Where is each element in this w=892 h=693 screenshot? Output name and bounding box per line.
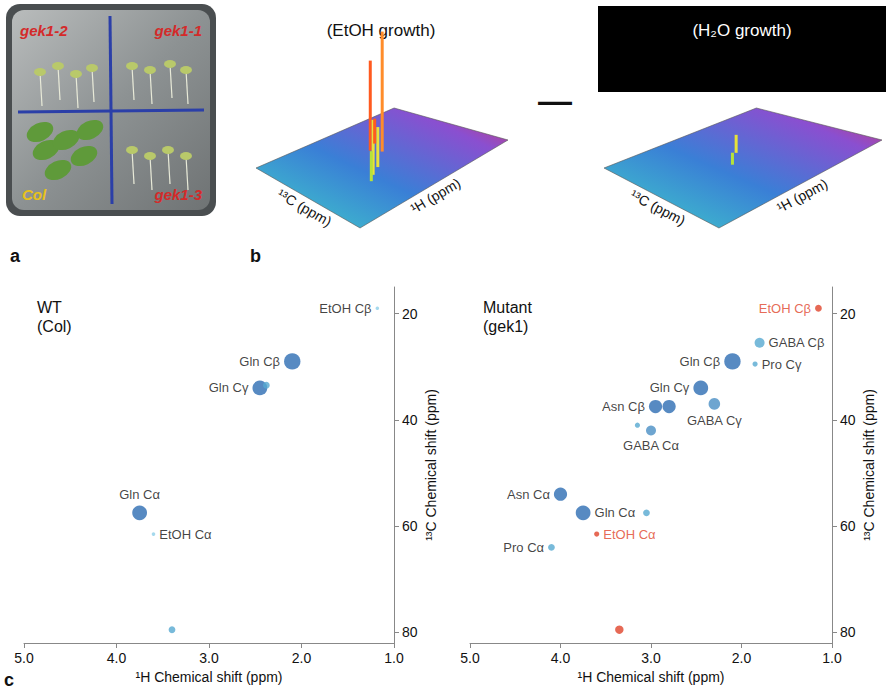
svg-text:gek1-2: gek1-2 [19, 22, 68, 39]
svg-text:3.0: 3.0 [641, 650, 661, 666]
svg-text:¹H (ppm): ¹H (ppm) [408, 175, 464, 217]
svg-text:2.0: 2.0 [732, 650, 752, 666]
svg-text:1.0: 1.0 [384, 650, 404, 666]
svg-text:—: — [538, 81, 572, 119]
svg-text:(H₂O growth): (H₂O growth) [692, 21, 791, 40]
svg-text:Mutant: Mutant [483, 299, 532, 316]
svg-text:Gln Cα: Gln Cα [595, 505, 636, 520]
svg-text:EtOH Cβ: EtOH Cβ [319, 301, 371, 316]
svg-text:GABA Cβ: GABA Cβ [769, 335, 825, 350]
svg-text:40: 40 [840, 412, 856, 428]
svg-text:Gln Cγ: Gln Cγ [209, 380, 249, 395]
svg-text:(Col): (Col) [37, 318, 72, 335]
svg-text:Asn Cα: Asn Cα [507, 487, 550, 502]
svg-text:2.0: 2.0 [292, 650, 312, 666]
svg-text:(gek1): (gek1) [483, 318, 528, 335]
svg-text:Gln Cβ: Gln Cβ [239, 354, 280, 369]
svg-text:GABA Cα: GABA Cα [623, 438, 679, 453]
svg-text:Asn Cβ: Asn Cβ [602, 399, 645, 414]
svg-text:Gln Cβ: Gln Cβ [680, 354, 721, 369]
svg-text:¹H (ppm): ¹H (ppm) [774, 175, 830, 215]
svg-text:Gln Cγ: Gln Cγ [650, 380, 690, 395]
svg-text:40: 40 [402, 412, 418, 428]
svg-text:¹³C Chemical shift (ppm): ¹³C Chemical shift (ppm) [861, 389, 877, 541]
svg-text:4.0: 4.0 [551, 650, 571, 666]
svg-text:a: a [10, 246, 21, 266]
svg-text:20: 20 [840, 306, 856, 322]
svg-text:EtOH Cβ: EtOH Cβ [759, 301, 811, 316]
svg-text:c: c [4, 670, 14, 690]
svg-text:(EtOH growth): (EtOH growth) [326, 21, 436, 40]
svg-text:Pro Cα: Pro Cα [503, 540, 544, 555]
svg-text:¹³C (ppm): ¹³C (ppm) [628, 187, 688, 229]
svg-text:3.0: 3.0 [199, 650, 219, 666]
svg-text:GABA Cγ: GABA Cγ [687, 413, 742, 428]
svg-text:gek1-1: gek1-1 [153, 22, 202, 39]
svg-text:5.0: 5.0 [14, 650, 34, 666]
svg-text:gek1-3: gek1-3 [153, 186, 202, 203]
svg-text:¹³C (ppm): ¹³C (ppm) [275, 186, 335, 230]
svg-text:¹H Chemical shift (ppm): ¹H Chemical shift (ppm) [577, 669, 724, 685]
svg-text:80: 80 [840, 624, 856, 640]
svg-text:20: 20 [402, 306, 418, 322]
svg-text:¹³C Chemical shift (ppm): ¹³C Chemical shift (ppm) [423, 389, 439, 541]
svg-text:b: b [250, 246, 261, 266]
svg-text:4.0: 4.0 [107, 650, 127, 666]
svg-text:80: 80 [402, 624, 418, 640]
svg-text:WT: WT [37, 299, 62, 316]
svg-text:EtOH Cα: EtOH Cα [603, 527, 656, 542]
svg-text:60: 60 [402, 518, 418, 534]
svg-text:EtOH Cα: EtOH Cα [159, 527, 212, 542]
svg-text:Pro Cγ: Pro Cγ [762, 357, 802, 372]
svg-text:60: 60 [840, 518, 856, 534]
svg-text:¹H Chemical shift (ppm): ¹H Chemical shift (ppm) [135, 669, 282, 685]
svg-text:5.0: 5.0 [460, 650, 480, 666]
svg-text:Col: Col [22, 186, 47, 203]
svg-text:Gln Cα: Gln Cα [119, 487, 160, 502]
svg-text:1.0: 1.0 [822, 650, 842, 666]
